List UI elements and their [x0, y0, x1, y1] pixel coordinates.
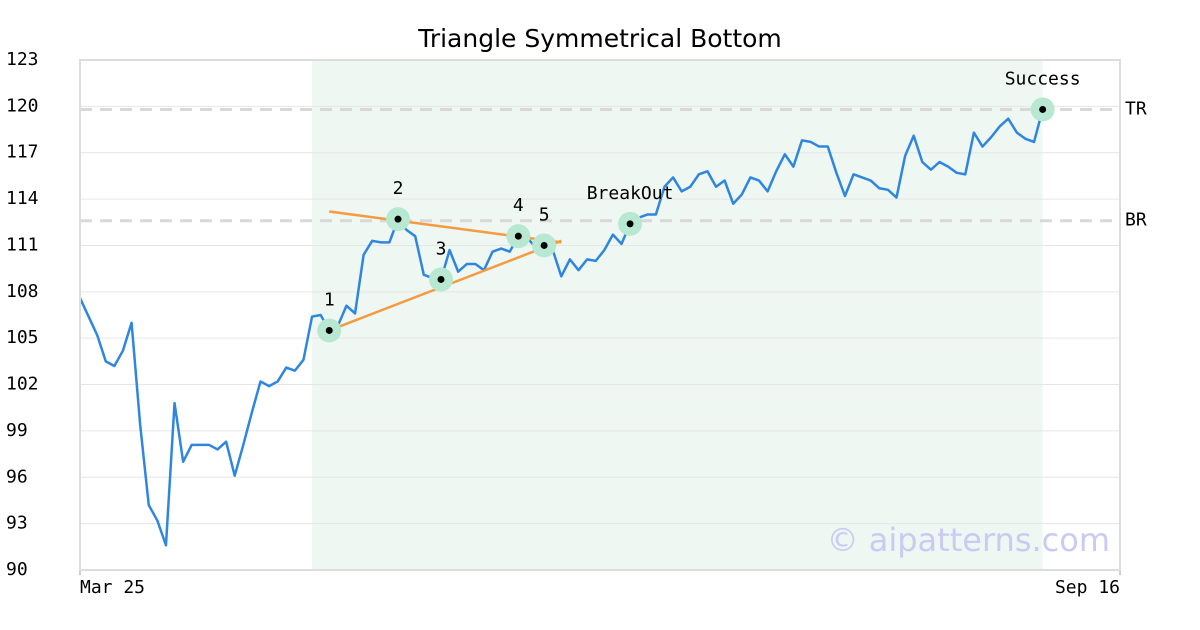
y-tick-label: 117 [6, 142, 39, 163]
point [626, 220, 634, 228]
y-tick-label: 93 [6, 513, 28, 534]
point [437, 275, 445, 283]
point-label: Success [1005, 68, 1081, 89]
chart-title: Triangle Symmetrical Bottom [417, 24, 782, 53]
y-tick-label: 105 [6, 327, 39, 348]
point [514, 232, 522, 240]
level-label: TR [1125, 98, 1147, 119]
pattern-region [312, 60, 1043, 570]
y-tick-label: 108 [6, 281, 39, 302]
x-tick-label: Mar 25 [80, 577, 145, 598]
watermark: © aipatterns.com [827, 521, 1110, 559]
point-label: 1 [324, 289, 335, 310]
y-tick-label: 96 [6, 466, 28, 487]
point [394, 215, 402, 223]
point [325, 326, 333, 334]
y-tick-label: 114 [6, 188, 39, 209]
point-label: 4 [513, 195, 524, 216]
y-tick-label: 99 [6, 420, 28, 441]
y-tick-label: 90 [6, 559, 28, 580]
point-label: BreakOut [587, 183, 674, 204]
point-label: 2 [393, 178, 404, 199]
x-tick-label: Sep 16 [1055, 577, 1120, 598]
point-label: 3 [436, 238, 447, 259]
price-line [78, 102, 1052, 547]
y-tick-label: 120 [6, 95, 39, 116]
y-tick-label: 111 [6, 234, 39, 255]
point-label: 5 [539, 204, 550, 225]
y-tick-label: 123 [6, 49, 39, 70]
y-tick-label: 102 [6, 374, 39, 395]
level-label: BR [1125, 210, 1147, 231]
point [1039, 105, 1047, 113]
point [540, 241, 548, 249]
plot-frame [79, 59, 1121, 571]
